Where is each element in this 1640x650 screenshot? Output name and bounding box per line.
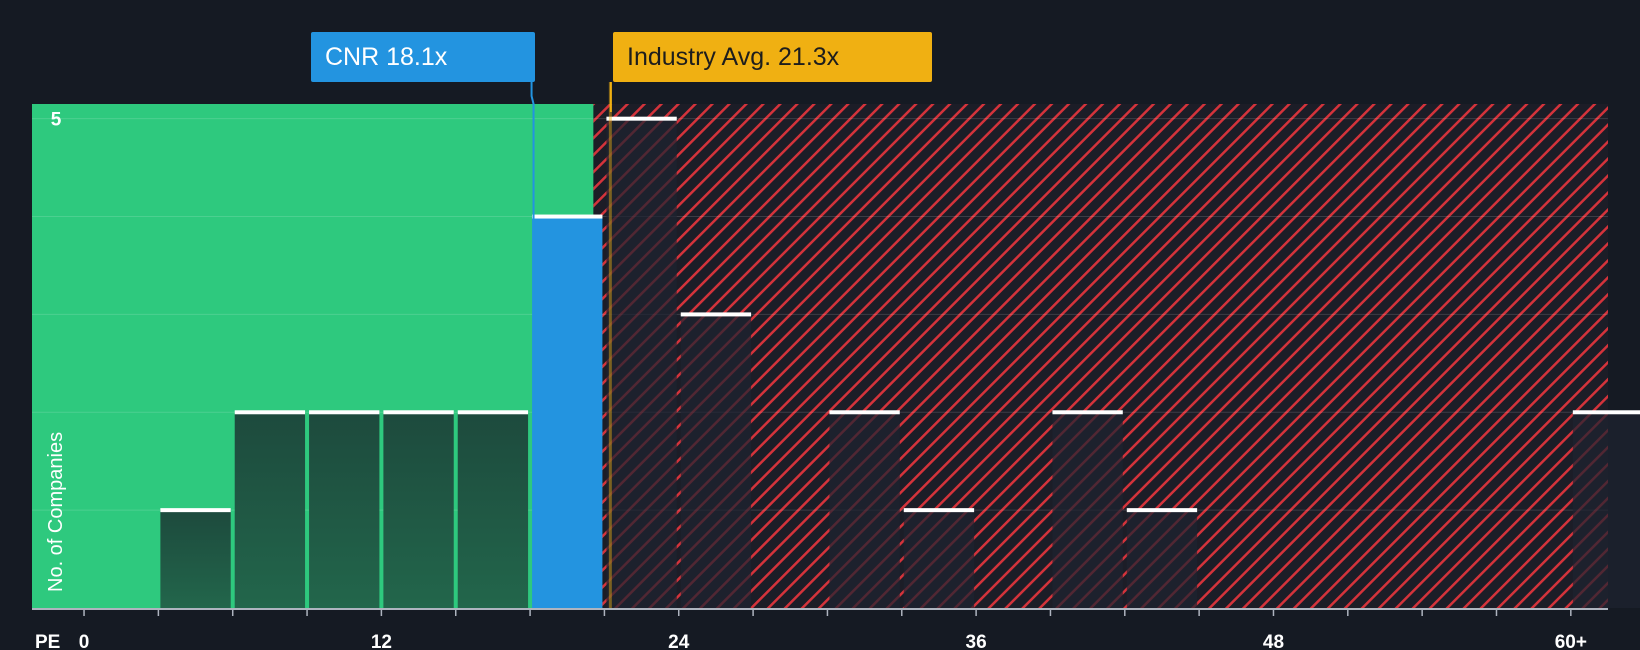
x-axis: 0 12 24 36 48 60+ (32, 608, 1608, 650)
x-tick-label: 0 (79, 632, 90, 650)
x-tick-label: 36 (966, 632, 987, 650)
bar-cap (680, 312, 752, 317)
company-pe-line (530, 82, 535, 608)
histogram-bar (1126, 510, 1198, 608)
histogram-bar (383, 412, 454, 608)
histogram-bar (160, 510, 231, 608)
industry-average-callout: Industry Avg. 21.3x (613, 32, 932, 82)
x-tick-label: 48 (1263, 632, 1284, 650)
histogram-bar (1052, 412, 1123, 608)
x-tick-label: 12 (371, 632, 392, 650)
bar-cap (903, 508, 975, 513)
industry-avg-line-top (609, 82, 612, 112)
bar-cap (1572, 410, 1640, 415)
x-tick-label: 24 (668, 632, 690, 650)
x-axis-label: PE (35, 632, 60, 650)
histogram-bar (532, 216, 603, 608)
bar-cap (383, 410, 454, 415)
bar-cap (532, 214, 603, 219)
bar-cap (309, 410, 380, 415)
bar-cap (1126, 508, 1198, 513)
bar-cap (829, 410, 900, 415)
histogram-bar (903, 510, 975, 608)
bar-cap (606, 116, 677, 121)
bar-cap (457, 410, 529, 415)
industry-avg-line (608, 82, 612, 608)
histogram-bar (234, 412, 306, 608)
histogram-bar (606, 118, 677, 608)
histogram-bar (309, 412, 380, 608)
histogram-bar (1572, 412, 1640, 608)
histogram-bar (680, 314, 752, 608)
y-axis-label: No. of Companies (45, 432, 67, 592)
bar-cap (1052, 410, 1123, 415)
bar-cap (234, 410, 306, 415)
histogram-bars (160, 116, 1640, 608)
company-pe-callout: CNR 18.1x (311, 32, 535, 82)
value-markers (530, 82, 612, 608)
bar-cap (160, 508, 231, 513)
x-tick-label: 60+ (1555, 632, 1587, 650)
histogram-bar (829, 412, 900, 608)
histogram-bar (457, 412, 529, 608)
y-tick-label: 5 (51, 110, 62, 131)
